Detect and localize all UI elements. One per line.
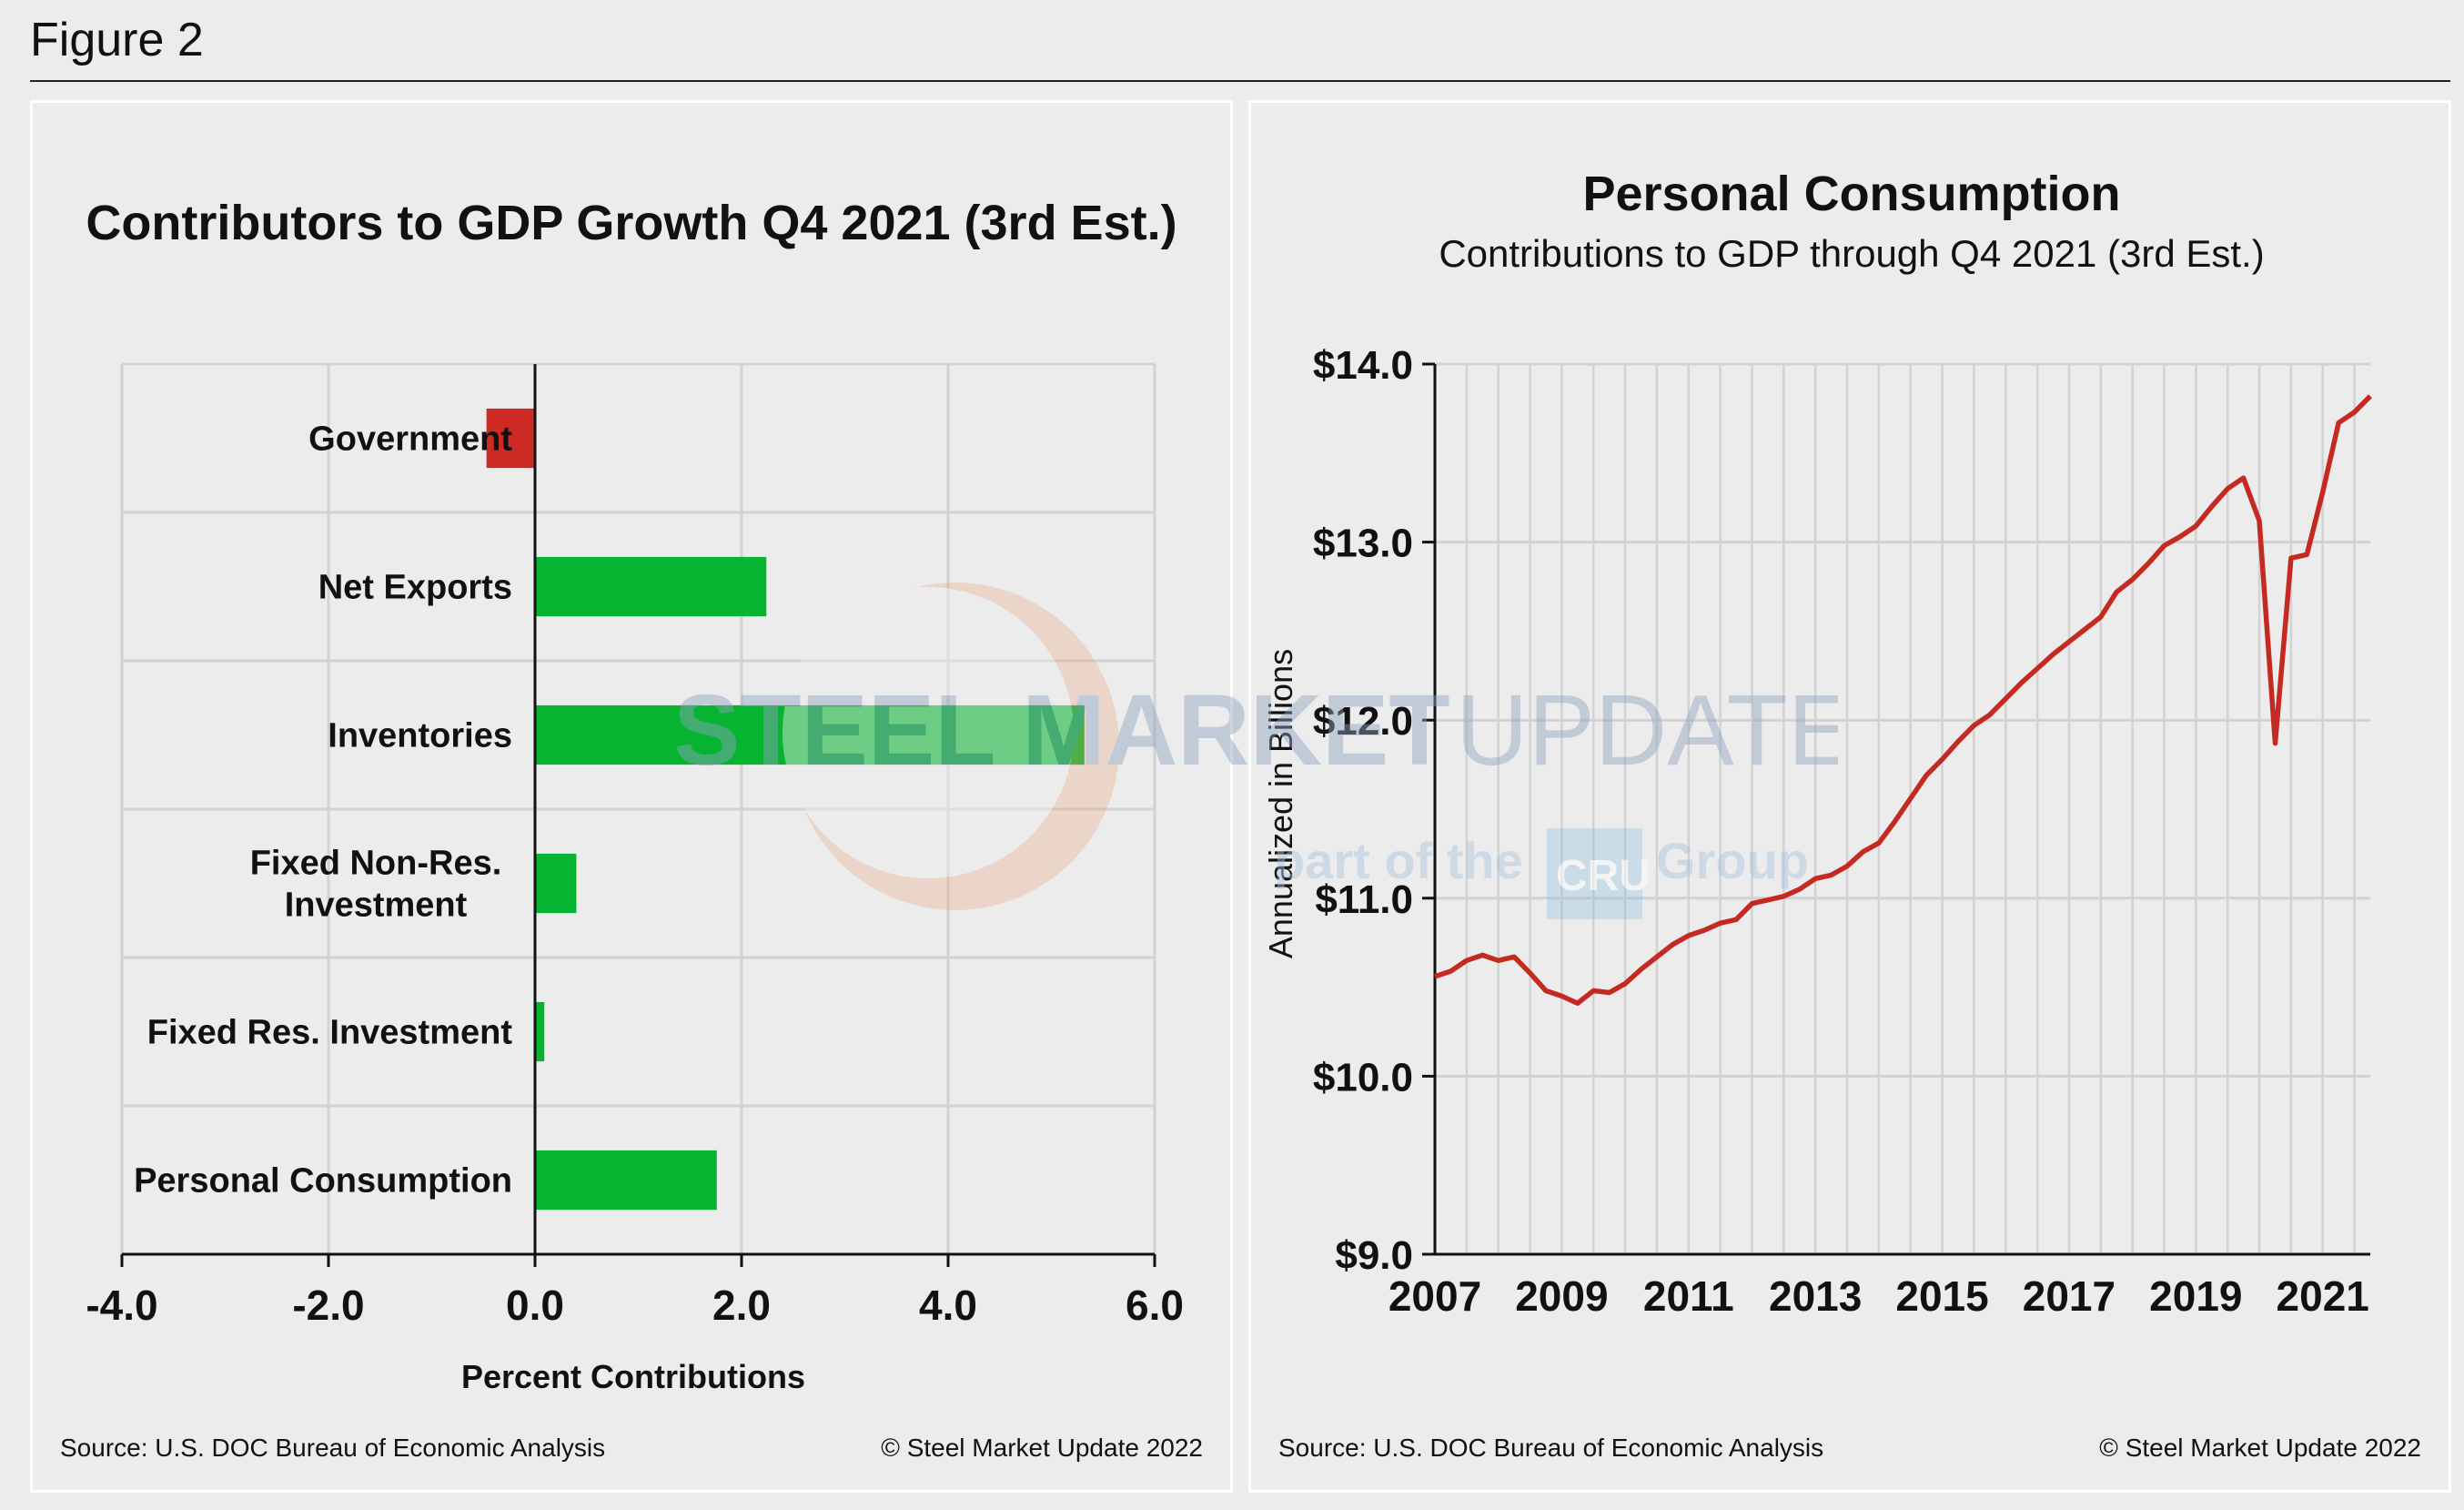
line-x-tick-label: 2009 (1515, 1272, 1608, 1320)
bar-chart-copyright: © Steel Market Update 2022 (881, 1434, 1203, 1462)
gdp-contributors-chart: Contributors to GDP Growth Q4 2021 (3rd … (86, 196, 1184, 1395)
figure-label: Figure 2 (30, 14, 204, 66)
bar-net-exports (535, 556, 767, 617)
line-chart-subtitle: Contributions to GDP through Q4 2021 (3r… (1439, 232, 2264, 275)
line-x-tick-label: 2011 (1643, 1272, 1734, 1320)
line-x-tick-label: 2013 (1769, 1272, 1862, 1320)
bar-chart-x-axis-label: Percent Contributions (461, 1358, 805, 1395)
bar-fixed-non-res-investment (535, 853, 577, 914)
line-y-tick-label: $9.0 (1335, 1233, 1413, 1278)
line-chart-x-tick-labels: 2007 2009 2011 2013 2015 2017 2019 2021 (1389, 1272, 2369, 1320)
figure-divider (30, 80, 2450, 82)
line-x-tick-label: 2017 (2023, 1272, 2116, 1320)
line-x-tick-label: 2015 (1895, 1272, 1988, 1320)
line-y-tick-label: $13.0 (1313, 522, 1413, 566)
personal-consumption-chart: Personal Consumption Contributions to GD… (1262, 167, 2372, 1320)
bar-category-label: Fixed Res. Investment (147, 1014, 513, 1052)
line-chart-source: Source: U.S. DOC Bureau of Economic Anal… (1278, 1434, 1824, 1462)
bar-personal-consumption (535, 1150, 717, 1211)
line-y-tick-label: $10.0 (1313, 1055, 1413, 1100)
bar-chart-category-labels: Government Net Exports Inventories Fixed No… (134, 421, 512, 1201)
bar-category-label: Investment (285, 887, 468, 925)
bar-x-tick-label: 6.0 (1126, 1282, 1184, 1329)
line-chart-gridlines (1422, 362, 2370, 1256)
bar-chart-title: Contributors to GDP Growth Q4 2021 (3rd … (86, 196, 1176, 250)
line-chart-title: Personal Consumption (1582, 167, 2120, 221)
bar-x-tick-label: 2.0 (712, 1282, 771, 1329)
line-chart-y-axis-label: Annualized in Billions (1262, 649, 1299, 958)
bar-chart-gridlines (120, 362, 1156, 1256)
bar-category-label: Inventories (328, 717, 512, 755)
bar-chart-bars (486, 408, 1085, 1211)
bar-category-label: Government (308, 421, 512, 459)
line-chart-copyright: © Steel Market Update 2022 (2099, 1434, 2421, 1462)
bar-category-label: Personal Consumption (134, 1162, 512, 1201)
personal-consumption-panel: Personal Consumption Contributions to GD… (1248, 100, 2451, 1493)
line-chart-y-tick-labels: $9.0 $10.0 $11.0 $12.0 $13.0 $14.0 (1313, 343, 1413, 1278)
line-chart-series (1434, 394, 2372, 1006)
bar-x-tick-label: 4.0 (919, 1282, 977, 1329)
bar-x-tick-label: -2.0 (292, 1282, 364, 1329)
bar-fixed-res-investment (535, 1001, 545, 1062)
bar-chart-axis (120, 364, 1156, 1267)
line-x-tick-label: 2019 (2149, 1272, 2242, 1320)
line-x-tick-label: 2007 (1389, 1272, 1481, 1320)
bar-x-tick-label: 0.0 (506, 1282, 564, 1329)
bar-x-tick-label: -4.0 (86, 1282, 157, 1329)
line-y-tick-label: $11.0 (1315, 877, 1413, 922)
bar-chart-source: Source: U.S. DOC Bureau of Economic Anal… (60, 1434, 606, 1462)
bar-chart-tick-labels: -4.0 -2.0 0.0 2.0 4.0 6.0 (86, 1282, 1184, 1329)
bar-government (486, 408, 535, 469)
line-y-tick-label: $12.0 (1313, 699, 1413, 744)
line-x-tick-label: 2021 (2277, 1272, 2369, 1320)
gdp-contributors-panel: Contributors to GDP Growth Q4 2021 (3rd … (30, 100, 1233, 1493)
bar-category-label: Fixed Non-Res. (250, 845, 502, 883)
line-y-tick-label: $14.0 (1313, 343, 1413, 388)
personal-consumption-line (1434, 394, 2372, 1006)
bar-inventories (535, 704, 1085, 765)
bar-category-label: Net Exports (318, 569, 512, 607)
